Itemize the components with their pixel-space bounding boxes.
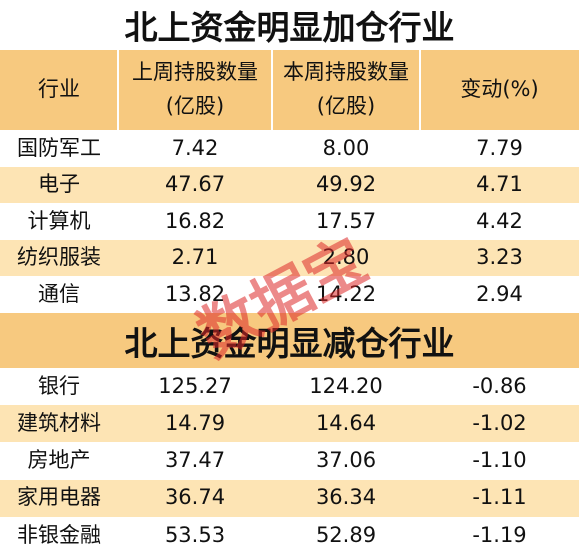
value-cell: 53.53 (164, 522, 226, 547)
value-cell: 17.57 (315, 208, 377, 233)
header-cell: 行业 (38, 77, 80, 102)
value-cell: -1.19 (472, 522, 527, 547)
value-cell: 2.94 (476, 281, 523, 306)
value-cell: 7.79 (476, 135, 523, 160)
header-cell: 本周持股数量(亿股) (283, 60, 409, 118)
industry-cell: 建筑材料 (17, 410, 101, 435)
value-cell: 2.80 (322, 245, 370, 270)
value-cell: 37.47 (164, 448, 226, 473)
industry-cell: 国防军工 (17, 135, 101, 160)
value-cell: 16.82 (164, 208, 226, 233)
industry-cell: 房地产 (27, 448, 91, 473)
value-cell: 47.67 (164, 172, 226, 197)
value-cell: 14.79 (164, 410, 226, 435)
value-cell: 36.74 (164, 485, 226, 510)
industry-cell: 通信 (38, 281, 80, 306)
value-cell: 8.00 (322, 135, 370, 160)
column-separator (419, 368, 421, 554)
value-cell: 4.42 (476, 208, 523, 233)
header-cell: 上周持股数量(亿股) (132, 60, 258, 118)
value-cell: -1.11 (472, 485, 527, 510)
industry-cell: 计算机 (27, 208, 91, 233)
row-band (0, 479, 579, 517)
row-band (0, 405, 579, 443)
value-cell: -1.02 (472, 410, 527, 435)
value-cell: -1.10 (472, 448, 527, 473)
value-cell: 2.71 (171, 245, 219, 270)
value-cell: 49.92 (315, 172, 377, 197)
title: 北上资金明显减仓行业 (124, 323, 455, 363)
value-cell: 125.27 (158, 373, 232, 398)
value-cell: 3.23 (476, 245, 523, 270)
industry-cell: 电子 (38, 172, 80, 197)
column-separator (117, 368, 119, 554)
industry-cell: 纺织服装 (17, 245, 101, 270)
value-cell: 4.71 (476, 172, 523, 197)
row-band (0, 166, 579, 204)
value-cell: 14.22 (315, 281, 377, 306)
title-band (0, 313, 579, 368)
header-cell: 变动(%) (460, 77, 539, 102)
industry-cell: 非银金融 (17, 522, 101, 547)
value-cell: 52.89 (315, 522, 377, 547)
value-cell: 124.20 (309, 373, 383, 398)
value-cell: 36.34 (315, 485, 377, 510)
title: 北上资金明显加仓行业 (124, 8, 455, 47)
column-separator (271, 368, 273, 554)
value-cell: 7.42 (171, 135, 219, 160)
row-band (0, 239, 579, 277)
value-cell: 13.82 (164, 281, 226, 306)
value-cell: -0.86 (472, 373, 527, 398)
industry-cell: 家用电器 (17, 485, 101, 510)
header-band (0, 50, 579, 130)
value-cell: 14.64 (315, 410, 377, 435)
value-cell: 37.06 (315, 448, 377, 473)
industry-cell: 银行 (38, 373, 80, 398)
